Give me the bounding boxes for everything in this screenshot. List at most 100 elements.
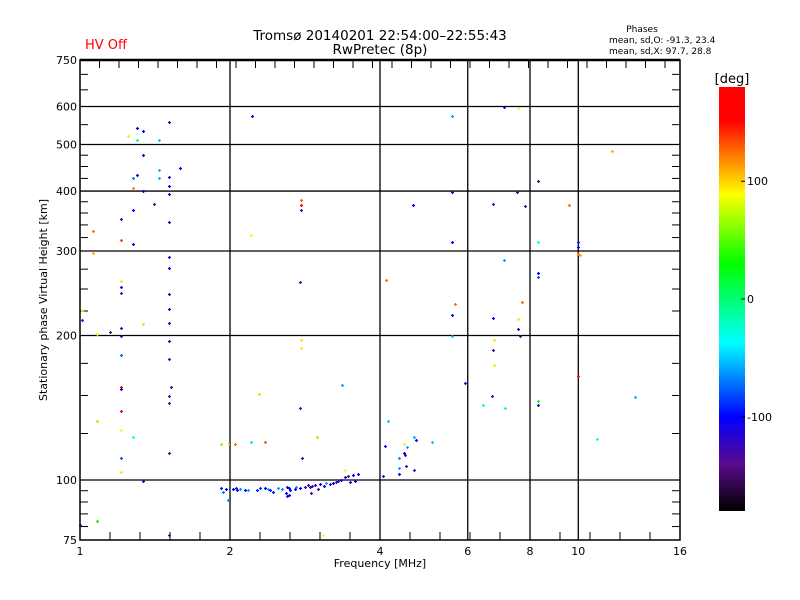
data-point	[314, 484, 317, 487]
data-point	[493, 339, 496, 342]
y-tick-label: 300	[56, 245, 77, 258]
y-tick-label: 75	[63, 534, 77, 547]
data-point	[236, 489, 239, 492]
data-point	[120, 327, 123, 330]
data-point	[398, 457, 401, 460]
data-point	[168, 121, 171, 124]
data-point	[300, 209, 303, 212]
colorbar-label: [deg]	[715, 72, 750, 87]
data-point	[158, 139, 161, 142]
hv-status-label: HV Off	[85, 38, 128, 53]
data-point	[517, 328, 520, 331]
data-point	[300, 339, 303, 342]
x-tick-label: 16	[673, 545, 687, 558]
colorbar-tick-label: 0	[747, 293, 754, 306]
data-point	[329, 483, 332, 486]
data-point	[347, 475, 350, 478]
data-point	[168, 395, 171, 398]
data-point	[537, 180, 540, 183]
data-point	[132, 209, 135, 212]
data-point	[288, 487, 291, 490]
data-point	[168, 534, 171, 537]
data-point	[168, 452, 171, 455]
data-point	[451, 241, 454, 244]
data-point	[277, 487, 280, 490]
data-point	[142, 323, 145, 326]
data-point	[251, 115, 254, 118]
data-point	[142, 154, 145, 157]
data-point	[323, 485, 326, 488]
data-point	[136, 139, 139, 142]
data-point	[611, 150, 614, 153]
axis-ticks	[80, 60, 680, 540]
data-point	[96, 420, 99, 423]
phases-title: Phases	[626, 25, 658, 35]
data-point	[577, 246, 580, 249]
data-point	[412, 204, 415, 207]
data-point	[464, 382, 467, 385]
data-point	[335, 481, 338, 484]
data-point	[120, 280, 123, 283]
data-point	[492, 349, 495, 352]
data-point	[451, 314, 454, 317]
data-point	[92, 252, 95, 255]
data-point	[288, 494, 291, 497]
data-point	[516, 191, 519, 194]
x-tick-label: 2	[227, 545, 234, 558]
data-point	[404, 454, 407, 457]
data-point	[247, 489, 250, 492]
data-point	[537, 404, 540, 407]
y-tick-label: 400	[56, 185, 77, 198]
data-point	[413, 469, 416, 472]
data-point	[317, 488, 320, 491]
data-point	[491, 395, 494, 398]
phases-o-stats: mean, sd,O: -91.3, 23.4	[609, 36, 716, 46]
data-point	[153, 203, 156, 206]
data-point	[299, 487, 302, 490]
data-point	[537, 272, 540, 275]
data-point	[222, 491, 225, 494]
data-point	[398, 467, 401, 470]
data-point	[120, 354, 123, 357]
data-point	[281, 488, 284, 491]
data-point	[158, 169, 161, 172]
data-point	[357, 473, 360, 476]
data-point	[81, 309, 84, 312]
data-point	[168, 402, 171, 405]
x-tick-label: 10	[571, 545, 585, 558]
data-point	[168, 293, 171, 296]
data-point	[168, 358, 171, 361]
data-point	[132, 436, 135, 439]
data-point	[382, 475, 385, 478]
data-point	[269, 489, 272, 492]
data-point	[299, 407, 302, 410]
data-point	[451, 335, 454, 338]
data-point	[568, 204, 571, 207]
data-point	[120, 471, 123, 474]
data-point	[403, 443, 406, 446]
colorbar-tick-label: -100	[747, 411, 772, 424]
data-point	[264, 487, 267, 490]
data-point	[300, 199, 303, 202]
data-point	[168, 340, 171, 343]
data-point	[168, 322, 171, 325]
data-point	[120, 457, 123, 460]
data-points	[79, 106, 637, 537]
data-point	[517, 107, 520, 110]
x-axis-label: Frequency [MHz]	[334, 557, 426, 570]
data-point	[225, 488, 228, 491]
data-point	[179, 167, 182, 170]
data-point	[81, 319, 84, 322]
chart-title-line2: RwPretec (8p)	[333, 42, 428, 58]
data-point	[286, 486, 289, 489]
data-point	[234, 443, 237, 446]
data-point	[256, 489, 259, 492]
data-point	[239, 488, 242, 491]
data-point	[634, 396, 637, 399]
data-point	[454, 303, 457, 306]
data-point	[340, 479, 343, 482]
data-point	[398, 473, 401, 476]
data-point	[385, 279, 388, 282]
data-point	[120, 410, 123, 413]
data-point	[285, 492, 288, 495]
